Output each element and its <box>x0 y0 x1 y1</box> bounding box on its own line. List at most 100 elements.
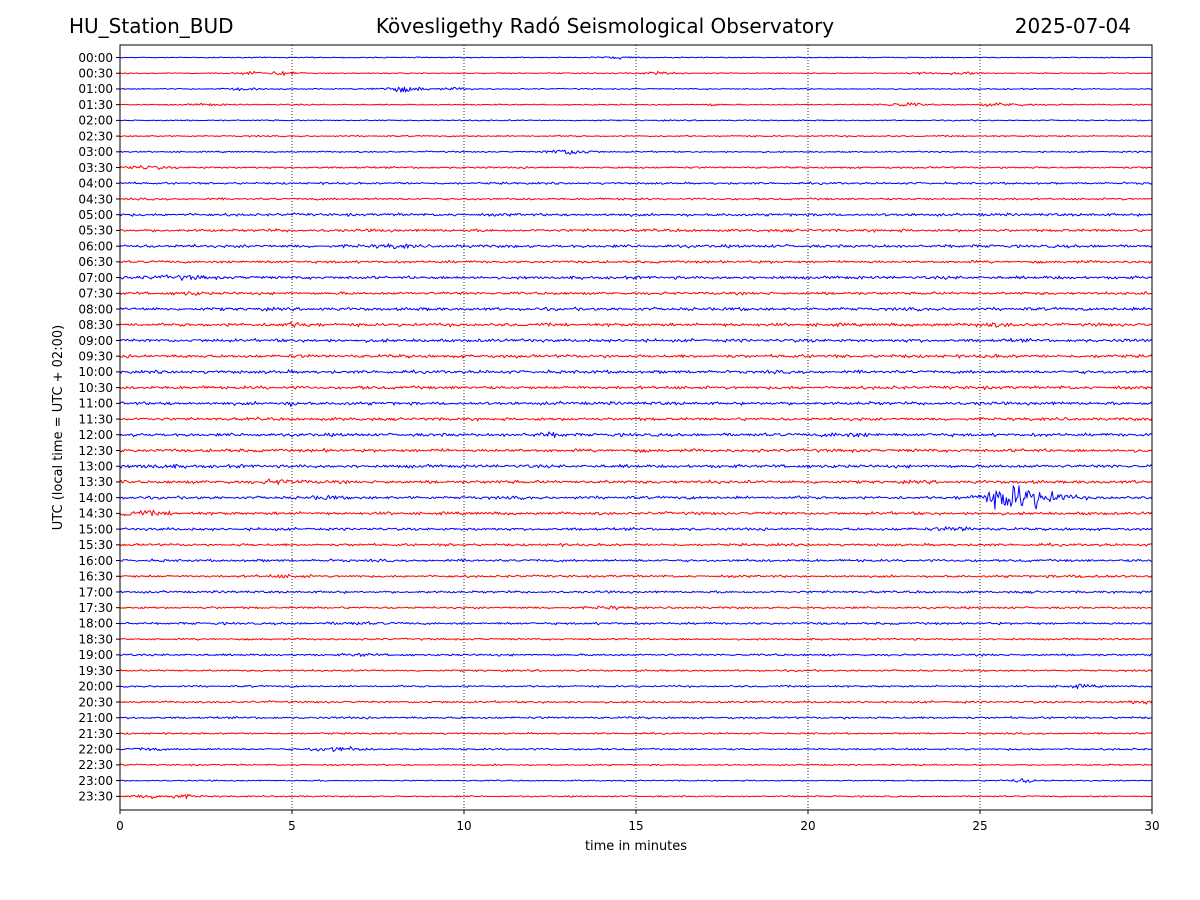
trace-1830 <box>119 637 1153 641</box>
x-axis-label: time in minutes <box>585 839 687 854</box>
y-tick-label: 15:00 <box>78 522 113 536</box>
trace-2100 <box>119 715 1153 720</box>
y-tick-label: 12:30 <box>78 444 113 458</box>
trace-2000 <box>119 683 1153 690</box>
trace-1900 <box>119 652 1153 657</box>
y-tick-label: 19:30 <box>78 664 113 678</box>
y-tick-label: 20:00 <box>78 680 113 694</box>
x-tick-label: 25 <box>972 819 987 833</box>
y-tick-label: 11:00 <box>78 397 113 411</box>
y-tick-label: 21:00 <box>78 711 113 725</box>
y-tick-label: 08:30 <box>78 318 113 332</box>
x-tick-label: 10 <box>456 819 471 833</box>
x-tick-label: 0 <box>116 819 124 833</box>
y-tick-label: 03:30 <box>78 161 113 175</box>
trace-0530 <box>119 228 1153 233</box>
trace-0730 <box>119 291 1153 296</box>
trace-1130 <box>119 416 1153 422</box>
y-tick-label: 22:00 <box>78 742 113 756</box>
trace-0430 <box>119 197 1153 201</box>
y-tick-label: 11:30 <box>78 412 113 426</box>
trace-1030 <box>119 385 1153 391</box>
y-tick-label: 18:30 <box>78 632 113 646</box>
y-tick-label: 02:00 <box>78 114 113 128</box>
chart-title: Kövesligethy Radó Seismological Observat… <box>375 14 835 38</box>
y-tick-label: 20:30 <box>78 695 113 709</box>
trace-1730 <box>119 605 1153 611</box>
trace-0030 <box>119 70 1153 76</box>
trace-1330 <box>119 478 1153 486</box>
trace-1600 <box>119 558 1153 563</box>
x-tick-label: 20 <box>800 819 815 833</box>
trace-2300 <box>119 778 1153 784</box>
y-tick-label: 09:00 <box>78 334 113 348</box>
y-tick-label: 17:00 <box>78 585 113 599</box>
trace-1100 <box>119 400 1153 408</box>
y-axis-label: UTC (local time = UTC + 02:00) <box>51 325 66 530</box>
y-tick-label: 17:30 <box>78 601 113 615</box>
trace-0600 <box>119 243 1153 250</box>
y-tick-label: 06:00 <box>78 239 113 253</box>
trace-2130 <box>119 731 1153 735</box>
y-tick-label: 16:30 <box>78 570 113 584</box>
y-tick-label: 23:30 <box>78 790 113 804</box>
y-tick-label: 01:00 <box>78 82 113 96</box>
y-tick-label: 18:00 <box>78 617 113 631</box>
trace-1530 <box>119 542 1153 547</box>
trace-0400 <box>119 181 1153 186</box>
y-tick-label: 13:30 <box>78 475 113 489</box>
x-tick-label: 30 <box>1144 819 1159 833</box>
trace-group <box>119 56 1153 800</box>
station-name: HU_Station_BUD <box>69 14 234 38</box>
x-axis: 0 5 10 15 20 25 30 <box>116 810 1160 833</box>
y-tick-label: 22:30 <box>78 758 113 772</box>
y-tick-label: 03:00 <box>78 145 113 159</box>
y-tick-label: 07:00 <box>78 271 113 285</box>
trace-2200 <box>119 746 1153 752</box>
y-tick-label: 06:30 <box>78 255 113 269</box>
trace-1800 <box>119 621 1153 626</box>
trace-1200 <box>119 431 1153 439</box>
y-tick-label: 23:00 <box>78 774 113 788</box>
trace-0230 <box>119 134 1153 138</box>
trace-0630 <box>119 259 1153 264</box>
trace-1430 <box>119 509 1153 517</box>
trace-1300 <box>119 463 1153 469</box>
x-tick-label: 5 <box>288 819 296 833</box>
trace-1630 <box>119 574 1153 579</box>
y-tick-label: 09:30 <box>78 349 113 363</box>
trace-0900 <box>119 337 1153 343</box>
y-tick-label: 16:00 <box>78 554 113 568</box>
trace-1000 <box>119 369 1153 375</box>
y-tick-label: 10:30 <box>78 381 113 395</box>
trace-0500 <box>119 212 1153 217</box>
trace-0300 <box>119 149 1153 155</box>
y-tick-label: 00:30 <box>78 67 113 81</box>
trace-0200 <box>119 119 1153 122</box>
y-tick-label: 13:00 <box>78 460 113 474</box>
trace-0330 <box>119 165 1153 170</box>
trace-2230 <box>119 763 1153 767</box>
y-tick-label: 05:30 <box>78 224 113 238</box>
y-tick-label: 15:30 <box>78 538 113 552</box>
y-tick-label: 01:30 <box>78 98 113 112</box>
grid-lines <box>291 45 981 810</box>
trace-0800 <box>119 306 1153 312</box>
y-tick-label: 02:30 <box>78 129 113 143</box>
y-tick-label: 00:00 <box>78 51 113 65</box>
trace-0000 <box>119 56 1153 60</box>
trace-1500 <box>119 526 1153 532</box>
y-tick-label: 07:30 <box>78 287 113 301</box>
trace-1930 <box>119 668 1153 673</box>
y-tick-label: 04:30 <box>78 192 113 206</box>
trace-1700 <box>119 589 1153 595</box>
y-tick-label: 05:00 <box>78 208 113 222</box>
y-tick-label: 04:00 <box>78 177 113 191</box>
trace-0130 <box>119 102 1153 107</box>
trace-2030 <box>119 700 1153 705</box>
trace-0930 <box>119 353 1153 359</box>
trace-0830 <box>119 321 1153 328</box>
y-tick-label: 14:00 <box>78 491 113 505</box>
